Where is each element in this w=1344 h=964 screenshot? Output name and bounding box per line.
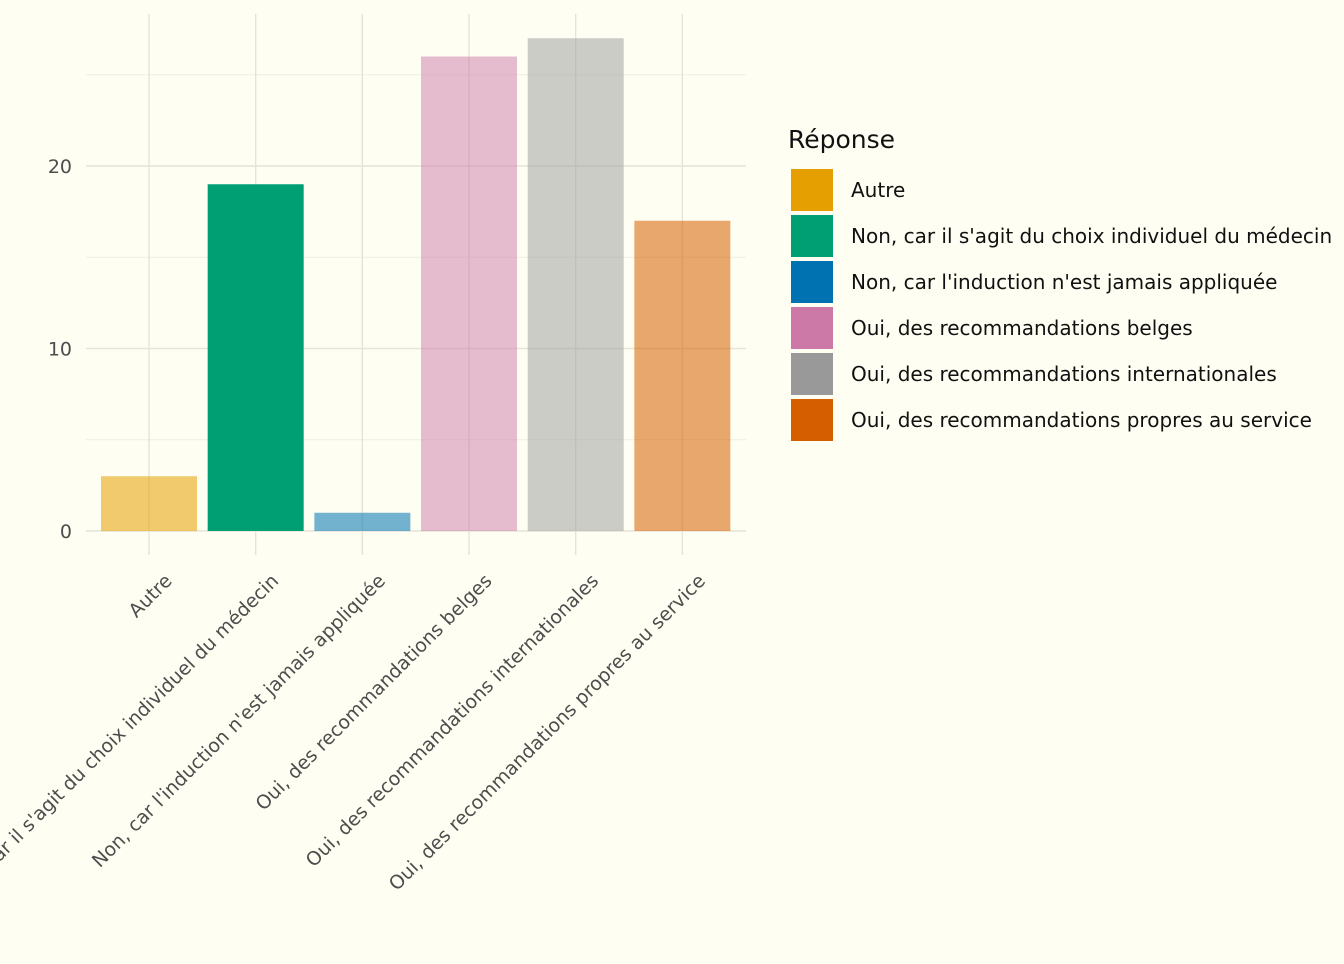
bar-3	[314, 512, 411, 531]
legend-title: Réponse	[788, 125, 895, 154]
legend-label: Non, car l'induction n'est jamais appliq…	[851, 270, 1277, 294]
legend-swatch	[791, 307, 833, 349]
legend-label: Non, car il s'agit du choix individuel d…	[851, 224, 1332, 248]
y-tick-label: 20	[48, 156, 72, 178]
legend-swatch	[791, 215, 833, 257]
legend: Réponse Autre Non, car il s'agit du choix…	[788, 125, 1332, 441]
bar-2	[207, 184, 304, 531]
bars-layer	[101, 38, 731, 531]
bar-5	[527, 38, 624, 531]
bar-1	[101, 476, 197, 531]
legend-swatch	[791, 261, 833, 303]
legend-swatch	[791, 169, 833, 211]
bar-4	[421, 56, 518, 531]
y-axis: 0 10 20	[48, 156, 72, 543]
legend-swatch	[791, 353, 833, 395]
legend-label: Oui, des recommandations belges	[851, 316, 1193, 340]
legend-label: Oui, des recommandations propres au serv…	[851, 408, 1312, 432]
legend-label: Autre	[851, 178, 905, 202]
y-tick-label: 0	[60, 521, 72, 543]
bar-6	[634, 220, 731, 531]
y-tick-label: 10	[48, 339, 72, 361]
legend-swatch	[791, 399, 833, 441]
legend-label: Oui, des recommandations internationales	[851, 362, 1277, 386]
